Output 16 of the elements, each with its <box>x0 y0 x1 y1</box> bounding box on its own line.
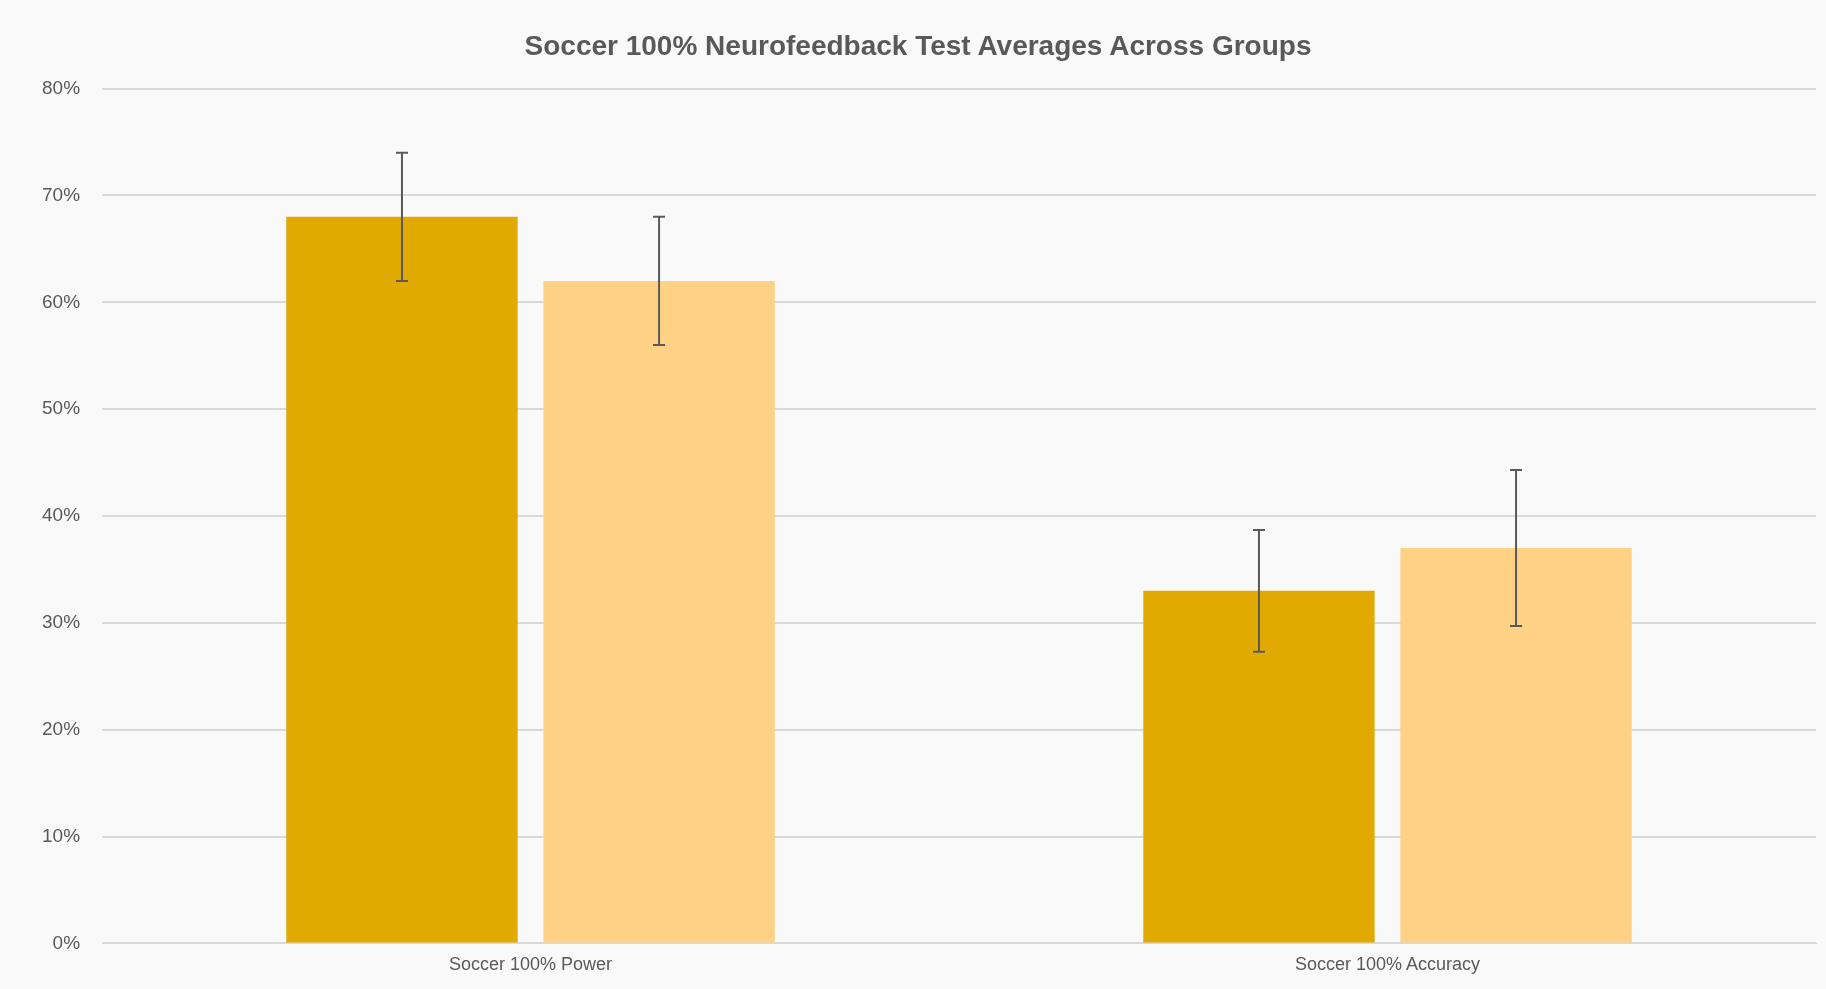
y-tick-label: 70% <box>42 183 81 205</box>
y-tick-label: 30% <box>42 611 81 633</box>
y-tick-label: 50% <box>42 397 81 419</box>
y-tick-label: 80% <box>42 76 81 98</box>
y-tick-label: 20% <box>42 717 81 739</box>
chart-title: Soccer 100% Neurofeedback Test Averages Across Groups <box>524 29 1312 61</box>
y-tick-label: 60% <box>42 290 81 312</box>
bar <box>1400 548 1632 943</box>
y-tick-label: 0% <box>52 931 81 953</box>
y-tick-label: 40% <box>42 504 81 526</box>
bar <box>543 280 775 943</box>
bar <box>286 216 518 943</box>
x-tick-label: Soccer 100% Power <box>448 954 613 975</box>
x-tick-label: Soccer 100% Accuracy <box>1294 954 1481 975</box>
y-tick-label: 10% <box>42 824 81 846</box>
bar <box>1143 590 1375 943</box>
